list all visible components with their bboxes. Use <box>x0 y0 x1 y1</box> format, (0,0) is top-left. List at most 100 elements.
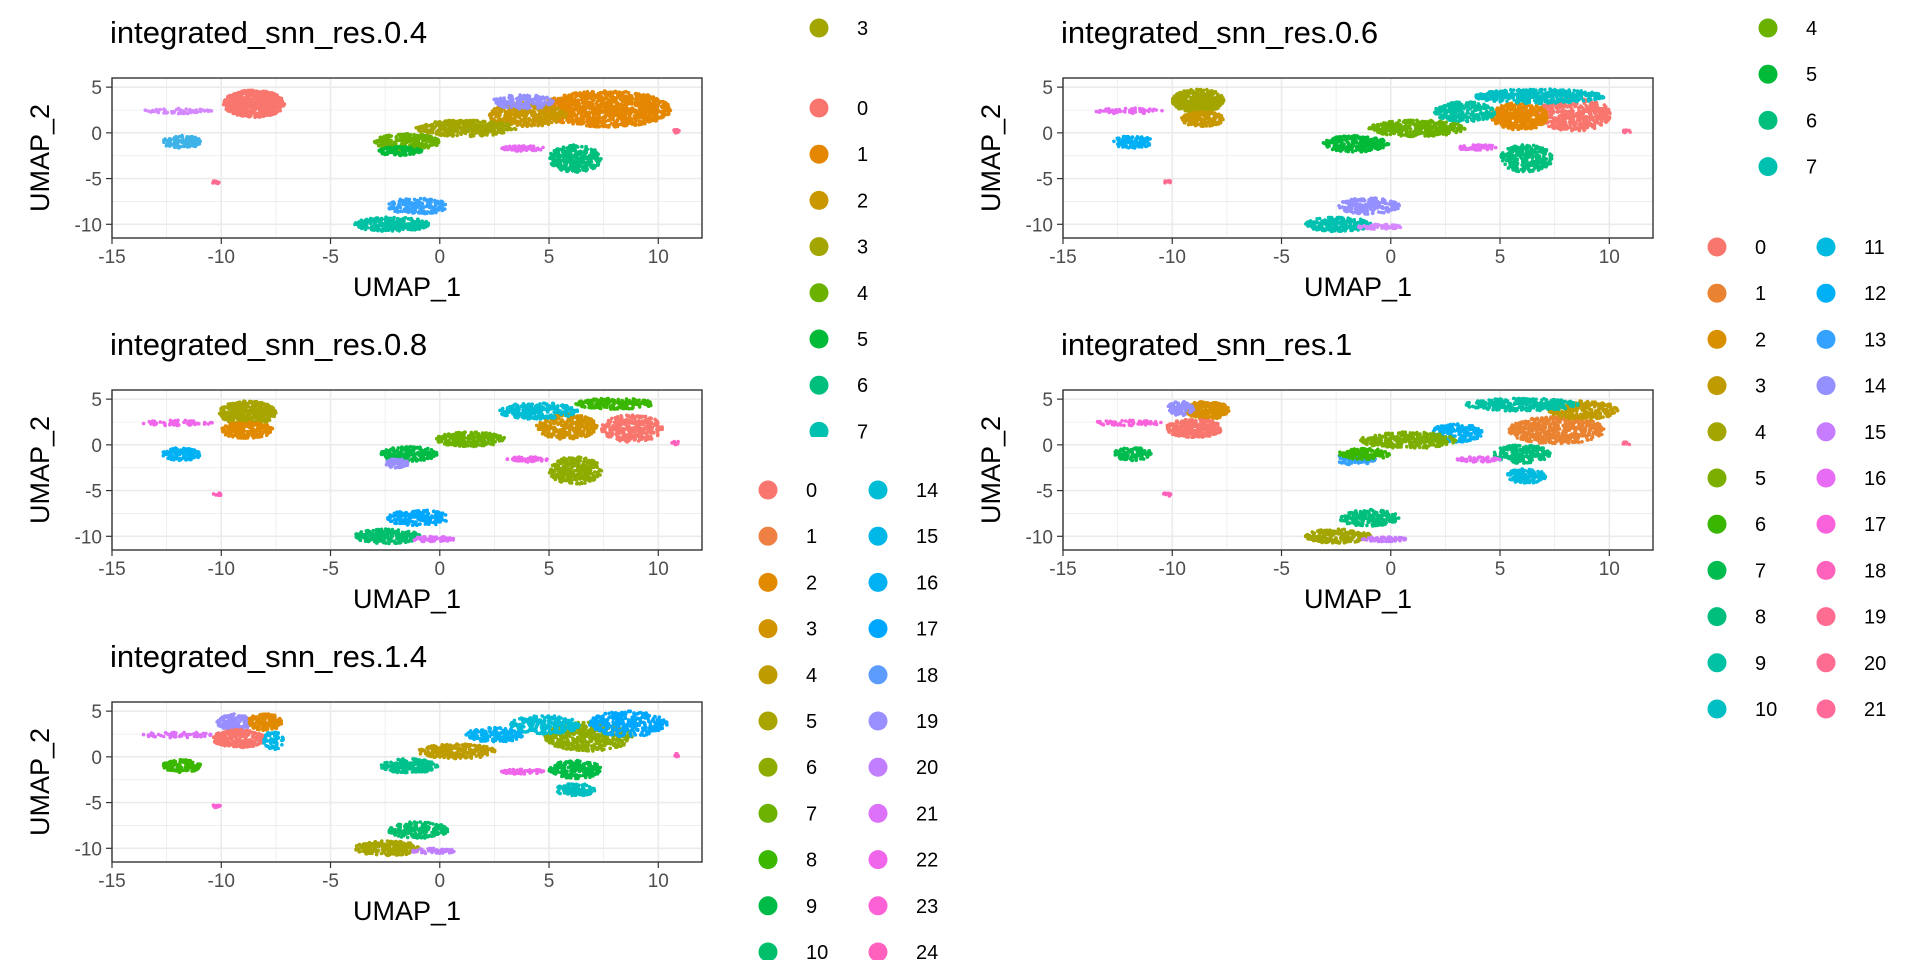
data-point <box>1191 113 1195 118</box>
data-point <box>537 100 542 104</box>
data-point <box>434 138 438 143</box>
data-point <box>237 107 242 111</box>
data-point <box>281 104 286 108</box>
data-point <box>233 92 237 97</box>
data-point <box>249 106 254 110</box>
data-point <box>656 101 660 106</box>
x-tick-label: -15 <box>98 247 125 268</box>
data-point <box>1117 136 1121 141</box>
data-point <box>275 93 280 98</box>
data-point <box>412 204 416 209</box>
data-point <box>570 92 574 97</box>
data-point <box>546 115 550 119</box>
data-point <box>618 96 622 100</box>
data-point <box>1178 97 1183 102</box>
data-point <box>407 136 411 141</box>
data-point <box>561 120 566 125</box>
data-point <box>239 100 244 105</box>
data-point <box>1107 107 1111 111</box>
data-point <box>1128 108 1132 113</box>
data-point <box>482 119 487 124</box>
data-point <box>537 113 541 118</box>
data-point <box>518 101 523 105</box>
data-point <box>1186 104 1191 108</box>
data-point <box>396 138 401 143</box>
data-point <box>1118 141 1123 145</box>
data-point <box>1180 117 1185 121</box>
data-point <box>524 112 529 117</box>
data-point <box>391 228 395 232</box>
data-point <box>376 228 380 233</box>
data-point <box>532 123 536 127</box>
data-point <box>1199 91 1204 95</box>
data-point <box>603 119 608 124</box>
data-point <box>676 130 680 135</box>
data-point <box>597 116 601 120</box>
data-point <box>509 108 514 113</box>
data-point <box>605 113 610 117</box>
data-point <box>269 91 274 95</box>
data-point <box>565 109 570 113</box>
data-point <box>194 108 199 113</box>
data-point <box>545 95 549 100</box>
data-point <box>1182 114 1186 118</box>
data-point <box>518 112 522 116</box>
data-point <box>567 166 571 170</box>
data-point <box>256 113 261 118</box>
data-point <box>442 207 447 211</box>
data-point <box>1172 98 1177 103</box>
data-point <box>601 96 606 100</box>
data-point <box>1203 100 1208 104</box>
data-point <box>607 123 611 128</box>
data-point <box>446 132 451 137</box>
data-point <box>251 103 255 107</box>
data-point <box>574 156 578 160</box>
data-point <box>245 93 250 97</box>
data-point <box>550 163 555 167</box>
data-point <box>372 140 377 144</box>
data-point <box>267 98 271 103</box>
data-point <box>552 110 557 114</box>
data-point <box>457 124 462 129</box>
data-point <box>387 202 392 206</box>
data-point <box>431 209 436 214</box>
data-point <box>565 103 569 108</box>
data-point <box>414 135 419 139</box>
cluster-points <box>221 88 287 119</box>
data-point <box>593 164 598 168</box>
data-point <box>430 129 435 133</box>
data-point <box>399 222 404 226</box>
data-point <box>586 100 590 105</box>
data-point <box>197 138 202 143</box>
y-tick-label: -5 <box>85 170 102 191</box>
data-point <box>503 112 508 117</box>
data-point <box>626 111 631 116</box>
data-point <box>578 111 583 115</box>
data-point <box>1140 143 1145 147</box>
data-point <box>409 201 414 205</box>
data-point <box>1185 93 1189 98</box>
data-point <box>397 218 402 222</box>
data-point <box>229 100 234 104</box>
x-tick-label: 0 <box>434 247 445 268</box>
data-point <box>1201 119 1206 124</box>
data-point <box>239 113 244 117</box>
data-point <box>410 221 414 226</box>
data-point <box>564 112 569 117</box>
data-point <box>411 208 416 212</box>
data-point <box>1177 102 1181 106</box>
x-tick-label: -5 <box>322 247 339 268</box>
data-point <box>280 99 284 103</box>
data-point <box>507 114 512 118</box>
data-point <box>576 145 580 149</box>
data-point <box>536 146 540 150</box>
data-point <box>610 98 615 103</box>
data-point <box>198 109 203 114</box>
data-point <box>659 99 663 104</box>
data-point <box>379 147 383 152</box>
data-point <box>640 101 644 105</box>
data-point <box>451 122 455 127</box>
data-point <box>256 100 261 105</box>
data-point <box>435 131 439 136</box>
